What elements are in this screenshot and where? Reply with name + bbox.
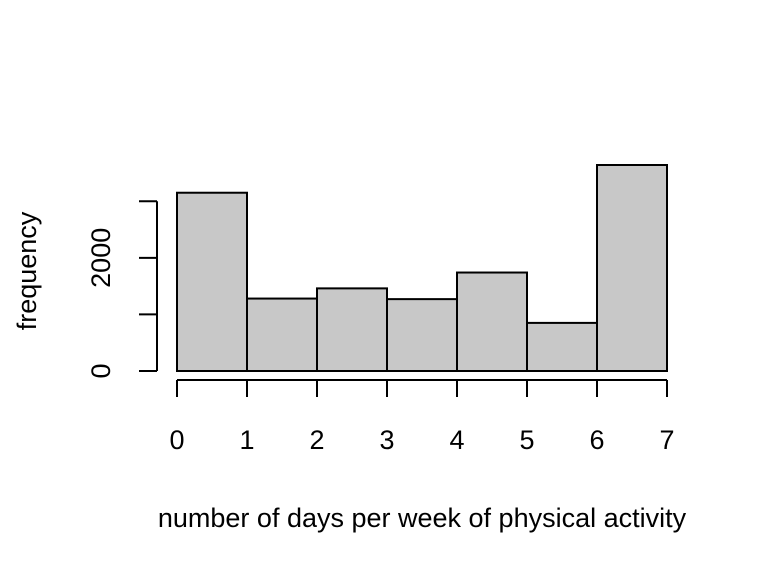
bars-group — [176, 164, 668, 372]
x-axis-label: number of days per week of physical acti… — [158, 503, 687, 533]
histogram-bar-3 — [386, 298, 458, 372]
histogram-bar-0 — [176, 191, 248, 372]
x-tick-label-1: 1 — [239, 425, 254, 455]
histogram-bar-1 — [246, 297, 318, 372]
histogram-bar-6 — [596, 164, 668, 372]
x-tick-label-6: 6 — [589, 425, 604, 455]
x-axis: 0 1 2 3 4 5 6 7 — [169, 379, 675, 455]
x-tick-label-3: 3 — [379, 425, 394, 455]
y-tick-label-2: 2000 — [86, 228, 116, 288]
x-tick-label-5: 5 — [519, 425, 534, 455]
histogram-bar-2 — [316, 287, 388, 372]
y-axis-label: frequency — [12, 211, 42, 330]
histogram-bar-4 — [456, 271, 528, 372]
x-tick-label-2: 2 — [309, 425, 324, 455]
x-tick-label-4: 4 — [449, 425, 464, 455]
histogram-bar-5 — [526, 321, 598, 372]
x-tick-label-7: 7 — [659, 425, 674, 455]
y-tick-label-0: 0 — [86, 363, 116, 378]
x-tick-label-0: 0 — [169, 425, 184, 455]
y-axis: 0 2000 — [86, 200, 158, 379]
